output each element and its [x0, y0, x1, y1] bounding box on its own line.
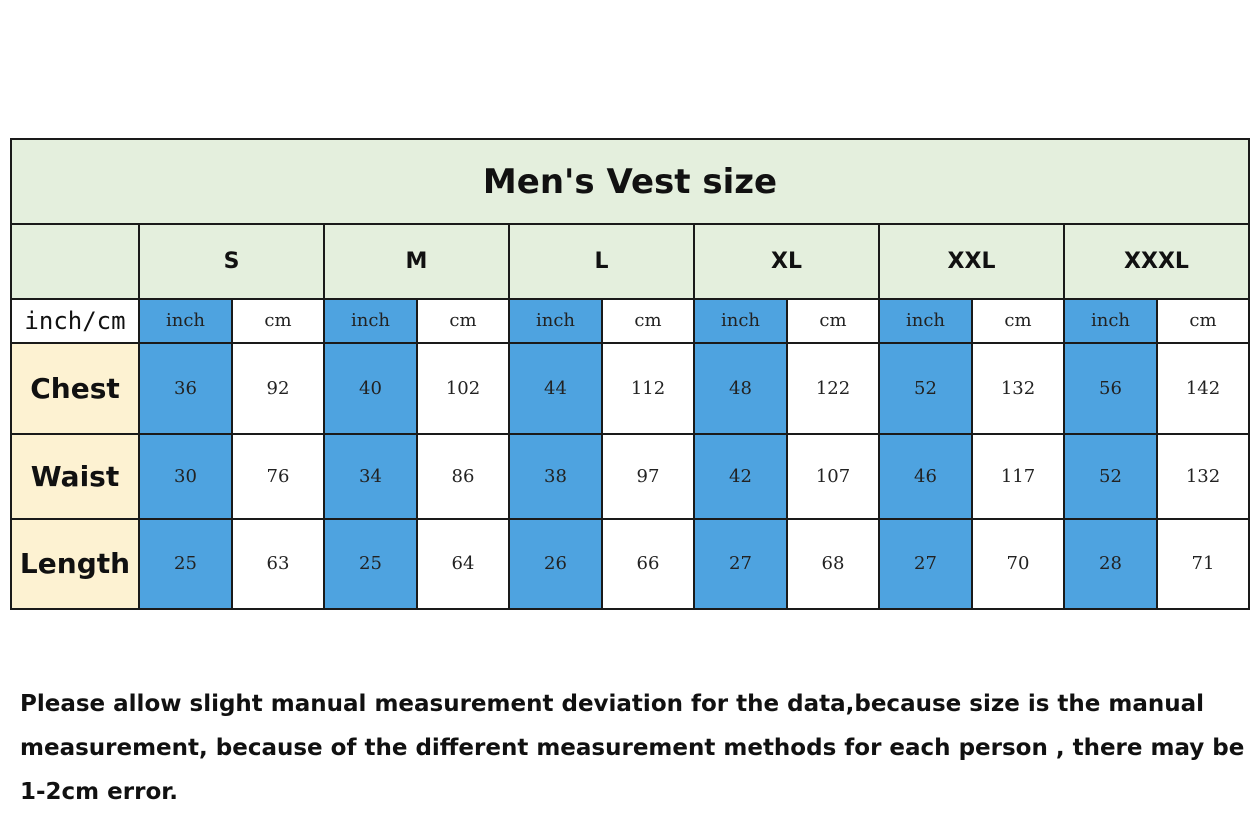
unit-header-cm: cm [601, 297, 695, 344]
table-row-waist: Waist 30 76 34 86 38 97 42 107 46 117 52… [10, 433, 1251, 520]
value-cell: 27 [693, 517, 788, 611]
value-cell: 64 [416, 517, 510, 611]
unit-header-cm: cm [971, 297, 1065, 344]
unit-header-inch: inch [508, 297, 603, 344]
measurement-disclaimer: Please allow slight manual measurement d… [20, 691, 1245, 805]
value-cell: 42 [693, 433, 788, 520]
unit-header-inch: inch [138, 297, 233, 344]
value-cell: 132 [971, 341, 1065, 436]
value-cell: 40 [323, 341, 418, 436]
unit-header-cm: cm [416, 297, 510, 344]
size-header-m: M [323, 223, 510, 300]
table-row-length: Length 25 63 25 64 26 66 27 68 27 70 28 … [10, 517, 1251, 611]
value-cell: 132 [1155, 433, 1251, 520]
value-cell: 38 [508, 433, 603, 520]
value-cell: 107 [786, 433, 880, 520]
unit-header-inch: inch [693, 297, 788, 344]
unit-header-inch: inch [323, 297, 418, 344]
table-row-chest: Chest 36 92 40 102 44 112 48 122 52 132 … [10, 341, 1251, 436]
value-cell: 112 [601, 341, 695, 436]
size-header-xxl: XXL [878, 223, 1065, 300]
row-label-length: Length [10, 517, 140, 611]
size-header-xxxl: XXXL [1062, 223, 1251, 300]
value-cell: 27 [878, 517, 973, 611]
value-cell: 56 [1063, 341, 1158, 436]
value-cell: 66 [601, 517, 695, 611]
row-label-waist: Waist [10, 433, 140, 520]
value-cell: 71 [1155, 517, 1251, 611]
chart-title: Men's Vest size [9, 137, 1251, 226]
size-chart-table: Men's Vest size S M L XL XXL XXXL inch/c… [9, 137, 1251, 611]
value-cell: 92 [231, 341, 325, 436]
unit-header-inch: inch [1063, 297, 1158, 344]
unit-header-inch: inch [878, 297, 973, 344]
unit-header-cm: cm [786, 297, 880, 344]
value-cell: 36 [138, 341, 233, 436]
value-cell: 25 [323, 517, 418, 611]
value-cell: 76 [231, 433, 325, 520]
value-cell: 48 [693, 341, 788, 436]
value-cell: 63 [231, 517, 325, 611]
unit-header-cm: cm [1155, 297, 1251, 344]
value-cell: 68 [786, 517, 880, 611]
value-cell: 46 [878, 433, 973, 520]
value-cell: 142 [1155, 341, 1251, 436]
size-header-s: S [138, 223, 325, 300]
value-cell: 30 [138, 433, 233, 520]
value-cell: 34 [323, 433, 418, 520]
size-header-xl: XL [693, 223, 880, 300]
value-cell: 28 [1063, 517, 1158, 611]
value-cell: 102 [416, 341, 510, 436]
size-header-l: L [508, 223, 695, 300]
value-cell: 52 [878, 341, 973, 436]
unit-label: inch/cm [10, 297, 140, 344]
unit-header-cm: cm [231, 297, 325, 344]
row-label-chest: Chest [10, 341, 140, 436]
value-cell: 86 [416, 433, 510, 520]
value-cell: 52 [1063, 433, 1158, 520]
header-corner [10, 223, 140, 300]
value-cell: 44 [508, 341, 603, 436]
value-cell: 26 [508, 517, 603, 611]
value-cell: 97 [601, 433, 695, 520]
value-cell: 122 [786, 341, 880, 436]
value-cell: 117 [971, 433, 1065, 520]
value-cell: 70 [971, 517, 1065, 611]
value-cell: 25 [138, 517, 233, 611]
